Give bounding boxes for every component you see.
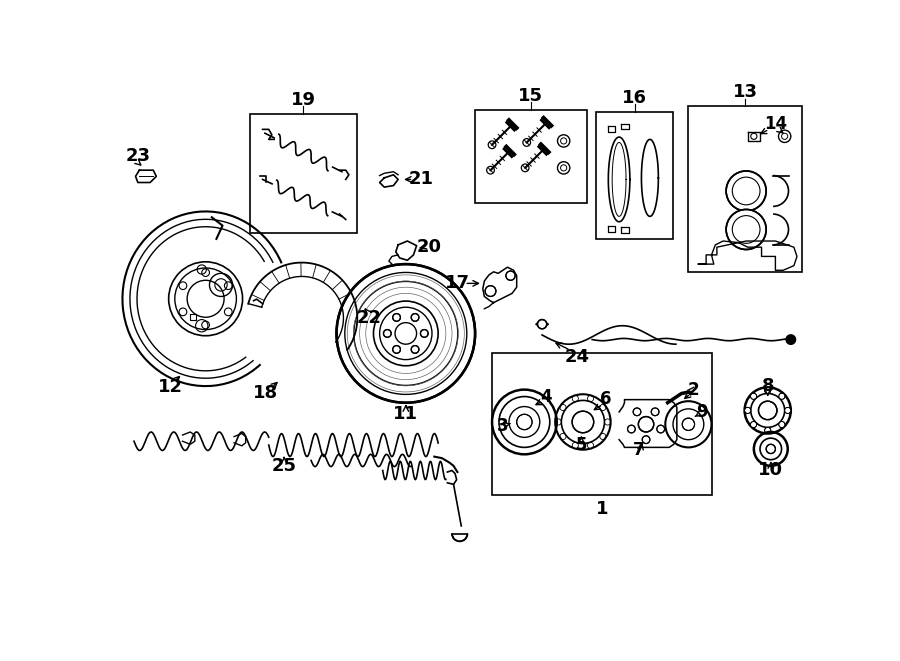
Text: 18: 18 [253,385,278,403]
Circle shape [657,425,664,433]
Circle shape [392,346,400,353]
Bar [492,353,712,495]
Circle shape [682,418,695,430]
Bar [475,110,587,202]
Circle shape [751,422,757,428]
Text: 17: 17 [445,274,470,292]
Circle shape [778,422,785,428]
Circle shape [765,387,770,393]
Circle shape [411,313,418,321]
Circle shape [572,411,594,433]
Circle shape [633,408,641,416]
Text: 13: 13 [733,83,758,101]
Text: 21: 21 [409,171,434,188]
Text: 5: 5 [576,436,587,454]
Polygon shape [619,400,677,447]
Text: 7: 7 [633,442,644,459]
Polygon shape [698,241,797,270]
Text: 15: 15 [518,87,544,105]
Bar [596,112,673,239]
Circle shape [726,171,766,211]
Circle shape [383,330,392,337]
Text: 8: 8 [761,377,774,395]
Circle shape [392,313,400,321]
Circle shape [517,414,532,430]
Bar [249,114,357,233]
Circle shape [766,444,776,453]
Circle shape [785,407,791,414]
Text: 9: 9 [696,403,707,421]
Circle shape [765,428,770,434]
Text: 2: 2 [688,381,699,399]
Circle shape [337,264,475,403]
Text: 12: 12 [158,378,183,397]
Text: 10: 10 [759,461,783,479]
Text: 25: 25 [272,457,297,475]
Polygon shape [482,267,517,303]
Text: 24: 24 [564,348,590,366]
Circle shape [643,436,650,444]
Circle shape [759,401,777,420]
Circle shape [751,393,757,399]
Text: 11: 11 [393,405,419,423]
Text: 1: 1 [596,500,608,518]
Circle shape [506,271,515,280]
Circle shape [652,408,659,416]
Text: 20: 20 [417,238,441,256]
Circle shape [420,330,428,337]
Text: 4: 4 [540,387,552,406]
Text: 14: 14 [764,115,787,133]
Circle shape [411,346,418,353]
Circle shape [485,286,496,297]
Circle shape [395,323,417,344]
Circle shape [638,416,653,432]
Bar [688,106,803,272]
Circle shape [744,407,751,414]
Text: 19: 19 [291,91,316,109]
Circle shape [787,335,796,344]
Text: 6: 6 [600,390,612,408]
Circle shape [726,210,766,249]
Text: 3: 3 [497,417,508,435]
Circle shape [778,393,785,399]
Circle shape [627,425,635,433]
Circle shape [537,319,546,329]
Text: 16: 16 [622,89,647,107]
Text: 23: 23 [125,147,150,165]
Text: 22: 22 [356,309,382,327]
